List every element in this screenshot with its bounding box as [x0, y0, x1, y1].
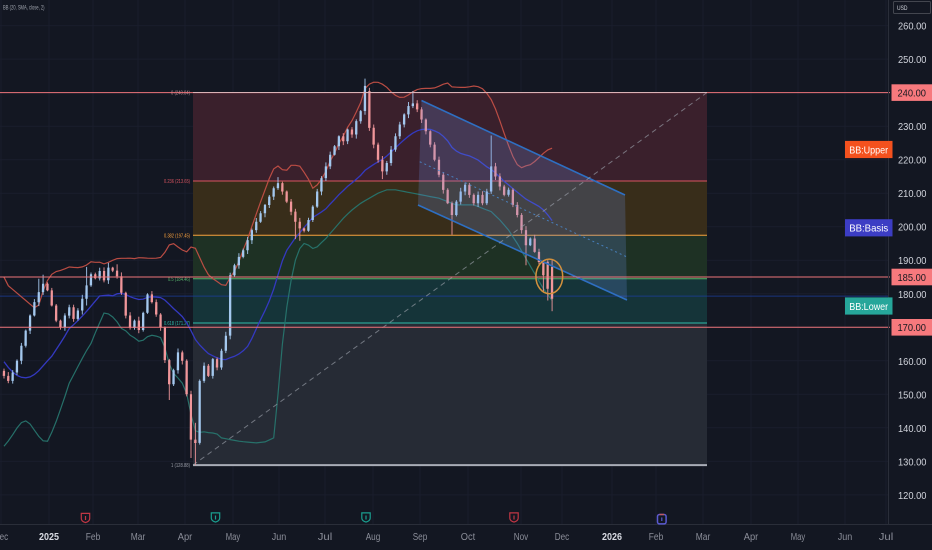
- svg-text:0.5 (184.46): 0.5 (184.46): [168, 277, 190, 283]
- svg-text:230.00: 230.00: [898, 121, 927, 133]
- svg-text:140.00: 140.00: [898, 423, 927, 435]
- svg-text:130.00: 130.00: [898, 456, 927, 468]
- svg-text:Apr: Apr: [744, 532, 759, 543]
- svg-text:260.00: 260.00: [898, 21, 927, 33]
- svg-text:190.00: 190.00: [898, 255, 927, 267]
- svg-text:May: May: [226, 532, 241, 543]
- svg-text:Jul: Jul: [318, 532, 333, 543]
- svg-text:220.00: 220.00: [898, 155, 927, 167]
- svg-text:USD: USD: [897, 6, 908, 12]
- svg-text:Apr: Apr: [178, 532, 193, 543]
- svg-text:0.382 (197.45): 0.382 (197.45): [164, 233, 190, 239]
- svg-text:200.00: 200.00: [898, 222, 927, 234]
- svg-text:150.00: 150.00: [898, 389, 927, 401]
- svg-text:BB:Basis: BB:Basis: [849, 223, 888, 235]
- svg-text:160.00: 160.00: [898, 356, 927, 368]
- svg-text:Feb: Feb: [649, 532, 664, 543]
- svg-text:Mar: Mar: [696, 532, 711, 543]
- svg-text:Jun: Jun: [838, 532, 853, 543]
- svg-text:0 (240.04): 0 (240.04): [171, 91, 190, 97]
- svg-text:180.00: 180.00: [898, 289, 927, 301]
- svg-text:Mar: Mar: [131, 532, 146, 543]
- svg-text:240.00: 240.00: [898, 87, 927, 99]
- svg-text:Feb: Feb: [86, 532, 101, 543]
- svg-text:2025: 2025: [39, 532, 59, 543]
- svg-text:120.00: 120.00: [898, 490, 927, 502]
- svg-text:Jun: Jun: [272, 532, 287, 543]
- svg-text:250.00: 250.00: [898, 54, 927, 66]
- svg-text:BB:Lower: BB:Lower: [849, 301, 888, 313]
- svg-text:Oct: Oct: [461, 532, 476, 543]
- svg-text:Jul: Jul: [879, 532, 894, 543]
- svg-text:Dec: Dec: [0, 532, 8, 543]
- svg-text:0.236 (213.65): 0.236 (213.65): [164, 179, 190, 185]
- svg-text:May: May: [791, 532, 806, 543]
- svg-text:BB:Upper: BB:Upper: [849, 144, 888, 156]
- svg-text:170.00: 170.00: [898, 322, 927, 334]
- svg-text:210.00: 210.00: [898, 188, 927, 200]
- svg-text:185.00: 185.00: [898, 272, 927, 284]
- svg-text:BB (20, SMA, close, 2): BB (20, SMA, close, 2): [3, 4, 45, 11]
- svg-text:1 (128.88): 1 (128.88): [171, 463, 190, 469]
- svg-text:Sep: Sep: [413, 532, 428, 543]
- svg-text:0.618 (171.27): 0.618 (171.27): [164, 321, 190, 327]
- svg-text:2026: 2026: [602, 532, 622, 543]
- svg-text:Aug: Aug: [366, 532, 381, 543]
- svg-text:Nov: Nov: [514, 532, 529, 543]
- svg-text:Dec: Dec: [555, 532, 570, 543]
